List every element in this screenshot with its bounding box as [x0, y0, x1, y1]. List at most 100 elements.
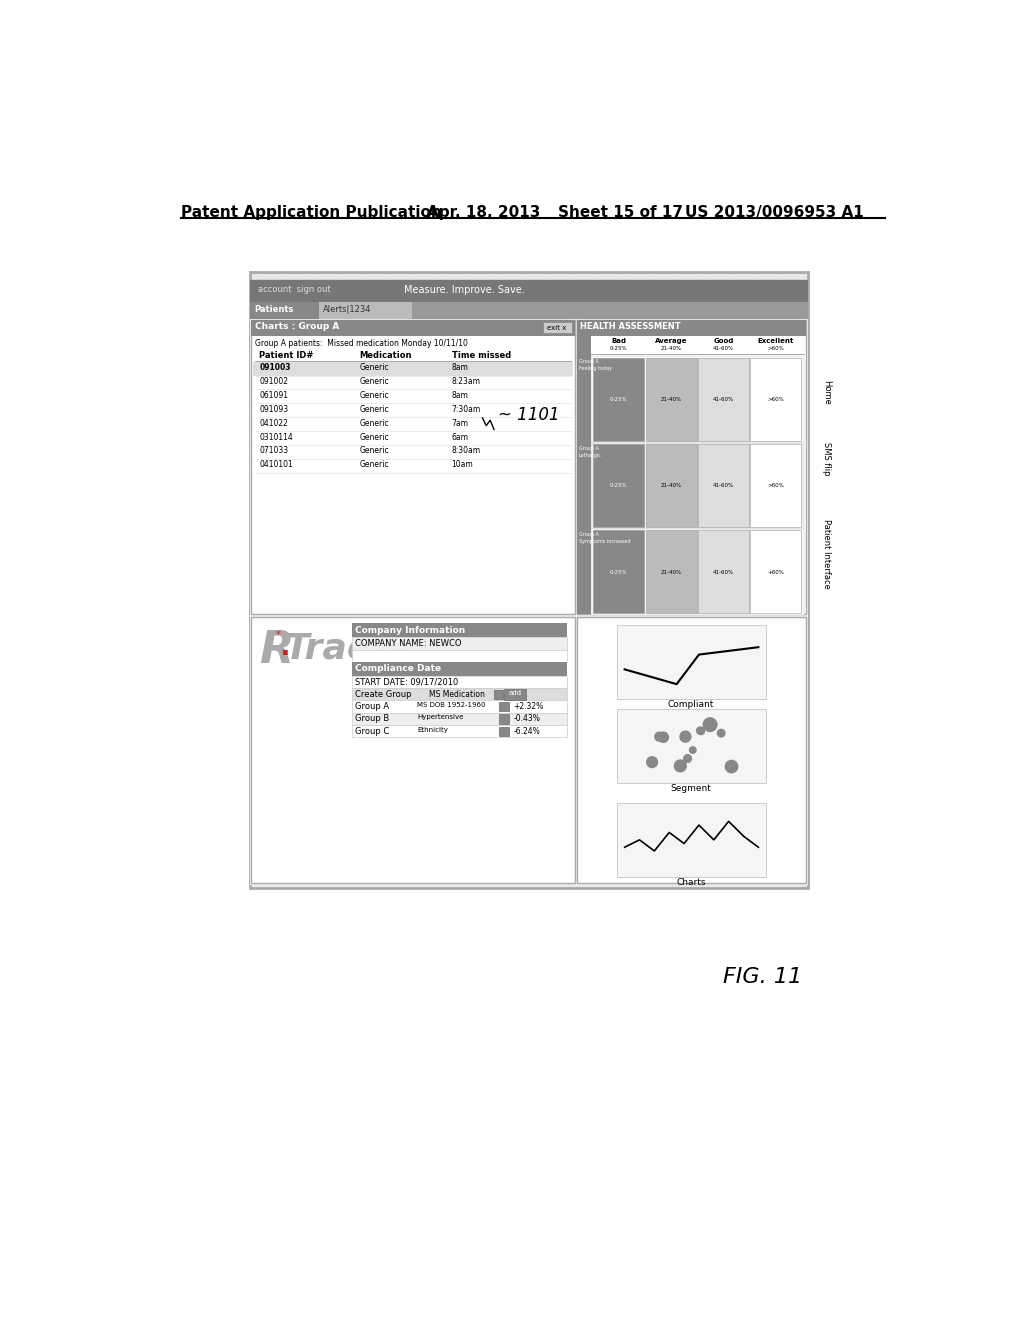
Text: >60%: >60%: [767, 397, 784, 403]
Text: MS DOB 1952-1960: MS DOB 1952-1960: [417, 702, 485, 708]
Bar: [319, 302, 412, 318]
Text: 0310114: 0310114: [259, 433, 293, 441]
Bar: [494, 689, 503, 700]
Text: 21-40%: 21-40%: [660, 483, 682, 488]
Bar: [698, 531, 749, 614]
Bar: [751, 444, 801, 527]
Text: Patient Interface: Patient Interface: [822, 519, 831, 589]
Bar: [578, 618, 806, 883]
Text: Generic: Generic: [359, 363, 389, 372]
Text: 8:30am: 8:30am: [452, 446, 481, 455]
Circle shape: [725, 760, 737, 772]
Text: Generic: Generic: [359, 433, 389, 441]
Text: Group A: Group A: [579, 532, 599, 537]
Text: 071033: 071033: [259, 446, 289, 455]
Text: Generic: Generic: [359, 446, 389, 455]
Bar: [351, 676, 567, 688]
Text: account  sign out: account sign out: [258, 285, 330, 293]
Text: 8am: 8am: [452, 391, 469, 400]
Text: Hypertensive: Hypertensive: [417, 714, 464, 721]
Text: 21-40%: 21-40%: [660, 397, 682, 403]
Text: 0410101: 0410101: [259, 461, 293, 469]
Text: Generic: Generic: [359, 461, 389, 469]
Text: Generic: Generic: [359, 378, 389, 385]
Text: 7:30am: 7:30am: [452, 405, 481, 413]
Text: +60%: +60%: [767, 570, 784, 574]
Text: Patients: Patients: [254, 305, 293, 314]
Bar: [500, 702, 509, 711]
Bar: [646, 358, 696, 441]
Circle shape: [718, 730, 725, 737]
Circle shape: [696, 727, 703, 734]
Text: 0-25%: 0-25%: [610, 346, 628, 351]
Text: Feeling today: Feeling today: [579, 367, 611, 371]
Text: Create Group: Create Group: [354, 689, 411, 698]
Text: .: .: [280, 634, 290, 661]
Bar: [617, 709, 766, 783]
Text: Lethargic: Lethargic: [579, 453, 601, 458]
Bar: [593, 358, 644, 441]
Text: Good: Good: [714, 338, 733, 343]
Bar: [500, 726, 509, 737]
Text: Group A patients:  Missed medication Monday 10/11/10: Group A patients: Missed medication Mond…: [255, 339, 468, 348]
Bar: [351, 623, 567, 638]
Bar: [593, 444, 644, 527]
Text: Patent Application Publication: Patent Application Publication: [180, 205, 441, 219]
Bar: [253, 362, 573, 376]
Circle shape: [697, 727, 705, 735]
Text: Symptoms increased: Symptoms increased: [579, 539, 631, 544]
Text: -0.43%: -0.43%: [513, 714, 540, 723]
Bar: [591, 529, 804, 615]
Circle shape: [684, 755, 691, 763]
Circle shape: [647, 756, 657, 767]
Text: COMPANY NAME: NEWCO: COMPANY NAME: NEWCO: [354, 639, 461, 648]
Bar: [751, 358, 801, 441]
Text: Patient ID#: Patient ID#: [259, 351, 313, 360]
Text: Compliant: Compliant: [668, 701, 715, 709]
Bar: [250, 280, 808, 302]
Text: Group A: Group A: [579, 446, 599, 450]
Text: 0-25%: 0-25%: [610, 483, 628, 488]
Text: Generic: Generic: [359, 405, 389, 413]
Bar: [250, 302, 319, 318]
Circle shape: [680, 731, 691, 742]
Bar: [646, 444, 696, 527]
Text: Sheet 15 of 17: Sheet 15 of 17: [558, 205, 683, 219]
Text: 0-25%: 0-25%: [610, 397, 628, 403]
Text: 091003: 091003: [259, 363, 291, 372]
Text: Group C: Group C: [354, 726, 389, 735]
Bar: [351, 663, 567, 676]
Bar: [698, 444, 749, 527]
Bar: [351, 638, 567, 649]
Text: 091002: 091002: [259, 378, 288, 385]
Circle shape: [675, 760, 686, 772]
Text: exit x: exit x: [548, 325, 567, 331]
Text: Home: Home: [822, 380, 831, 405]
Bar: [578, 335, 591, 614]
Text: Generic: Generic: [359, 391, 389, 400]
Circle shape: [655, 733, 664, 742]
Text: Compliance Date: Compliance Date: [354, 664, 440, 673]
Bar: [250, 302, 808, 318]
Text: Generic: Generic: [359, 418, 389, 428]
Text: Average: Average: [655, 338, 687, 343]
Bar: [250, 272, 808, 888]
Text: 41-60%: 41-60%: [713, 570, 734, 574]
Text: 041022: 041022: [259, 418, 288, 428]
Bar: [252, 618, 574, 883]
Text: US 2013/0096953 A1: US 2013/0096953 A1: [685, 205, 863, 219]
Text: Group A: Group A: [579, 359, 599, 364]
Text: MS Medication: MS Medication: [429, 689, 484, 698]
Bar: [500, 714, 509, 723]
Text: R: R: [259, 628, 294, 672]
Text: +2.32%: +2.32%: [513, 702, 544, 711]
Bar: [751, 531, 801, 614]
Text: Group B: Group B: [354, 714, 389, 723]
Text: 091093: 091093: [259, 405, 289, 413]
Text: 41-60%: 41-60%: [713, 483, 734, 488]
Bar: [252, 321, 574, 614]
Text: ~ 1101: ~ 1101: [498, 407, 559, 424]
Text: Time missed: Time missed: [452, 351, 511, 360]
Text: 21-40%: 21-40%: [660, 570, 682, 574]
Bar: [578, 321, 806, 614]
